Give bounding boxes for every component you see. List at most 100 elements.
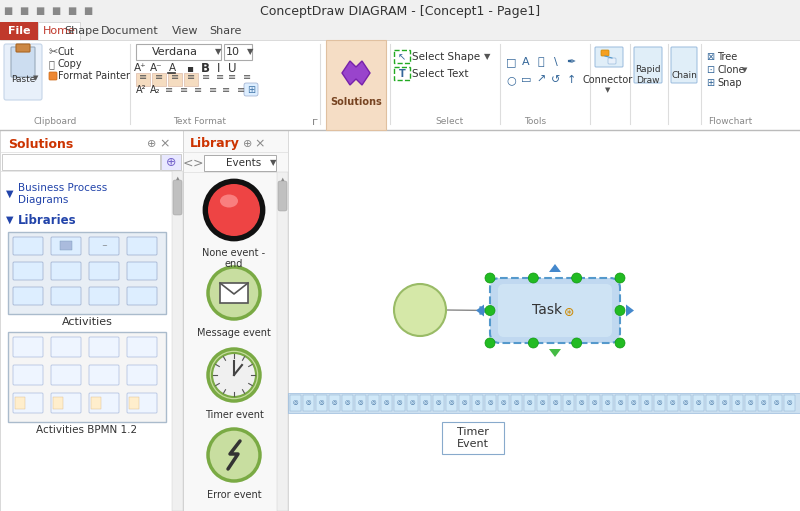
Text: ◎: ◎ xyxy=(566,401,571,406)
Text: View: View xyxy=(172,26,198,36)
Text: I: I xyxy=(218,61,221,75)
Text: ◎: ◎ xyxy=(553,401,558,406)
Bar xyxy=(38,22,80,40)
Text: 10: 10 xyxy=(226,47,240,57)
Bar xyxy=(446,395,457,411)
Text: A: A xyxy=(169,63,175,73)
Bar xyxy=(563,395,574,411)
Bar xyxy=(602,395,613,411)
Text: Verdana: Verdana xyxy=(152,47,198,57)
FancyBboxPatch shape xyxy=(89,237,119,255)
Text: ▪: ▪ xyxy=(186,63,194,73)
Bar xyxy=(667,395,678,411)
Text: ◎: ◎ xyxy=(592,401,598,406)
Text: Snap: Snap xyxy=(717,78,742,88)
Text: ◎: ◎ xyxy=(709,401,714,406)
Text: Select Shape: Select Shape xyxy=(412,52,480,62)
Text: ◎: ◎ xyxy=(605,401,610,406)
Bar xyxy=(224,44,252,60)
Text: Tools: Tools xyxy=(524,118,546,127)
Bar xyxy=(706,395,717,411)
Bar xyxy=(129,397,139,409)
FancyBboxPatch shape xyxy=(13,287,43,305)
Text: ≡: ≡ xyxy=(165,85,173,95)
Bar xyxy=(485,395,496,411)
Text: Rapid
Draw: Rapid Draw xyxy=(635,65,661,85)
Text: Connector: Connector xyxy=(583,75,633,85)
Text: T: T xyxy=(398,69,406,79)
Bar xyxy=(433,395,444,411)
Circle shape xyxy=(615,306,625,315)
Text: ◎: ◎ xyxy=(358,401,363,406)
Text: ◎: ◎ xyxy=(410,401,415,406)
Bar xyxy=(0,0,800,22)
Bar xyxy=(368,395,379,411)
Text: ≡: ≡ xyxy=(139,72,147,82)
Bar xyxy=(288,130,800,511)
Text: ↺: ↺ xyxy=(551,75,561,85)
Bar xyxy=(0,130,183,511)
Text: ▲: ▲ xyxy=(279,176,286,186)
Text: ◎: ◎ xyxy=(774,401,779,406)
Ellipse shape xyxy=(220,195,238,207)
Bar xyxy=(184,73,198,86)
Bar xyxy=(168,73,182,86)
Text: ■: ■ xyxy=(19,6,29,16)
Text: ◎: ◎ xyxy=(293,401,298,406)
Text: ■: ■ xyxy=(67,6,77,16)
Text: ◎: ◎ xyxy=(345,401,350,406)
Text: ≡: ≡ xyxy=(209,85,217,95)
Text: Timer: Timer xyxy=(457,427,489,437)
Bar xyxy=(0,22,38,40)
Text: ▼: ▼ xyxy=(214,48,222,57)
Text: A₂: A₂ xyxy=(150,85,161,95)
Text: Error event: Error event xyxy=(206,490,262,500)
Polygon shape xyxy=(342,61,370,85)
Bar xyxy=(161,154,181,170)
Bar xyxy=(329,395,340,411)
Text: ×: × xyxy=(160,137,170,151)
Text: ≡: ≡ xyxy=(202,72,210,82)
Text: Activities BPMN 1.2: Activities BPMN 1.2 xyxy=(37,425,138,435)
Text: ◎: ◎ xyxy=(370,401,376,406)
Text: ▲: ▲ xyxy=(174,175,182,185)
Text: <: < xyxy=(182,156,194,170)
Bar xyxy=(524,395,535,411)
FancyBboxPatch shape xyxy=(51,337,81,357)
Bar xyxy=(381,395,392,411)
Bar xyxy=(771,395,782,411)
Circle shape xyxy=(572,338,582,348)
Text: ≡: ≡ xyxy=(155,72,163,82)
Circle shape xyxy=(615,273,625,283)
Text: ◎: ◎ xyxy=(449,401,454,406)
Bar xyxy=(8,332,166,422)
Text: ▼: ▼ xyxy=(270,158,276,168)
FancyBboxPatch shape xyxy=(51,262,81,280)
Circle shape xyxy=(572,273,582,283)
Text: ≡: ≡ xyxy=(216,72,224,82)
Text: ◎: ◎ xyxy=(682,401,688,406)
Text: ⌒: ⌒ xyxy=(538,57,544,67)
Text: Share: Share xyxy=(209,26,241,36)
Text: File: File xyxy=(8,26,30,36)
Text: ⊠: ⊠ xyxy=(706,52,714,62)
Text: ⊕: ⊕ xyxy=(166,155,176,169)
FancyBboxPatch shape xyxy=(11,47,35,77)
Text: Shape: Shape xyxy=(65,26,99,36)
Bar xyxy=(136,73,150,86)
Circle shape xyxy=(528,338,538,348)
Text: A⁺: A⁺ xyxy=(134,63,146,73)
Text: ⊛: ⊛ xyxy=(564,306,574,319)
Polygon shape xyxy=(549,264,561,272)
FancyBboxPatch shape xyxy=(278,181,287,211)
Text: ↑: ↑ xyxy=(566,75,576,85)
Text: end: end xyxy=(225,259,243,269)
Text: Chain: Chain xyxy=(671,71,697,80)
Circle shape xyxy=(212,353,256,397)
Text: ⊕: ⊕ xyxy=(243,139,253,149)
Bar xyxy=(60,241,72,250)
Text: ◎: ◎ xyxy=(306,401,311,406)
Bar xyxy=(183,130,288,511)
FancyBboxPatch shape xyxy=(4,44,42,100)
Text: ◎: ◎ xyxy=(734,401,740,406)
